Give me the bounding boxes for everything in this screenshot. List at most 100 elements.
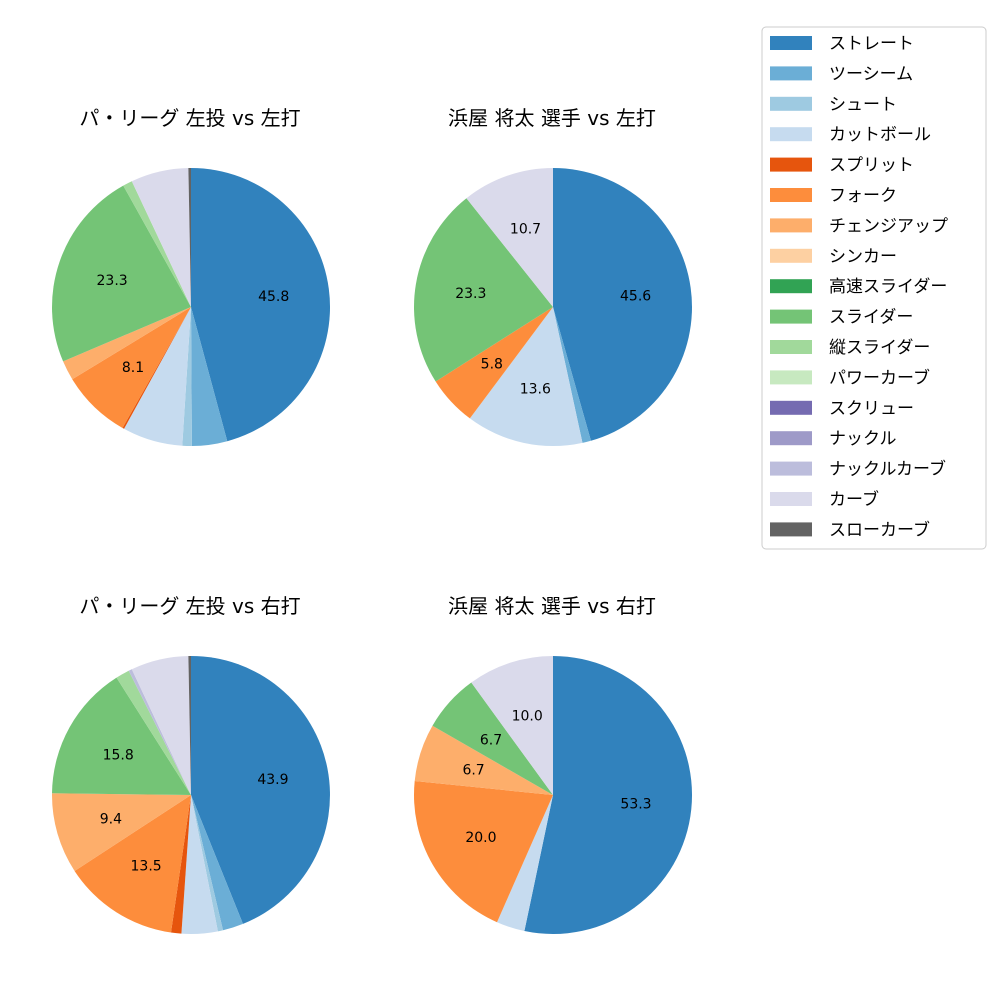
pie-slice xyxy=(471,656,553,795)
legend-swatch xyxy=(770,370,812,385)
legend-label: ナックルカーブ xyxy=(829,459,946,480)
slice-value-label: 13.6 xyxy=(520,382,551,398)
legend-swatch xyxy=(770,431,812,446)
legend-label: シュート xyxy=(829,95,897,115)
legend-label: スクリュー xyxy=(829,399,914,419)
pie-slice xyxy=(116,670,191,795)
legend-label: ツーシーム xyxy=(829,64,913,84)
legend-swatch xyxy=(770,279,812,294)
slice-value-label: 43.9 xyxy=(257,772,288,788)
pie-slice xyxy=(432,682,553,795)
legend-swatch xyxy=(770,218,812,233)
legend-entry: フォーク xyxy=(770,186,897,206)
legend-label: スライダー xyxy=(829,308,913,328)
pie-slice xyxy=(74,795,191,933)
legend-swatch xyxy=(770,400,812,415)
pie-slice xyxy=(435,307,553,419)
pie-slice xyxy=(131,168,191,307)
legend-swatch xyxy=(770,340,812,354)
legend-entry: シュート xyxy=(770,95,897,115)
slice-value-label: 45.8 xyxy=(258,289,289,305)
legend-label: スローカーブ xyxy=(829,519,930,540)
legend-items: ストレートツーシームシュートカットボールスプリットフォークチェンジアップシンカー… xyxy=(770,34,948,540)
slice-value-label: 45.6 xyxy=(620,289,651,305)
pie-chart-4: 浜屋 将太 選手 vs 右打 53.3 20.0 6.7 6.7 10.0 xyxy=(413,594,693,934)
chart-title: 浜屋 将太 選手 vs 左打 xyxy=(448,106,656,130)
legend-entry: 高速スライダー xyxy=(770,277,947,297)
pie-slice xyxy=(182,307,192,447)
legend-label: カットボール xyxy=(829,125,931,145)
legend-entry: カーブ xyxy=(770,489,879,510)
pie-slice xyxy=(51,793,191,871)
pie-slice xyxy=(124,307,191,446)
legend-swatch xyxy=(770,157,812,172)
legend-entry: スライダー xyxy=(770,308,913,328)
pie-slice xyxy=(414,725,553,795)
legend-swatch xyxy=(770,522,812,537)
slice-value-label: 6.7 xyxy=(480,732,502,748)
pie-chart-1: パ・リーグ 左投 vs 左打 45.8 8.1 23.3 xyxy=(52,106,331,447)
legend-entry: カットボール xyxy=(770,125,931,145)
legend-label: フォーク xyxy=(829,186,897,206)
legend-swatch xyxy=(770,36,812,50)
legend-swatch xyxy=(770,188,812,202)
pie-slice xyxy=(128,669,191,795)
legend-label: 縦スライダー xyxy=(829,338,930,358)
legend-swatch xyxy=(770,309,812,324)
chart-title: 浜屋 将太 選手 vs 右打 xyxy=(448,594,656,618)
legend-swatch xyxy=(770,248,812,263)
pie-slice xyxy=(52,185,192,362)
pie-slice xyxy=(553,168,692,441)
pie-slice xyxy=(524,656,693,934)
legend-entry: チェンジアップ xyxy=(770,216,948,236)
pie-slice xyxy=(72,307,191,428)
slice-value-label: 9.4 xyxy=(100,811,122,827)
legend: ストレートツーシームシュートカットボールスプリットフォークチェンジアップシンカー… xyxy=(761,26,987,550)
legend-label: ストレート xyxy=(829,34,914,54)
pie-slice xyxy=(123,181,191,307)
pie-charts: パ・リーグ 左投 vs 左打 45.8 8.1 23.3 浜屋 将太 選手 vs 左打 4… xyxy=(51,106,693,935)
pie-chart-2: 浜屋 将太 選手 vs 左打 45.6 13.6 5.8 23.3 10.7 xyxy=(414,106,692,447)
pie-slice xyxy=(466,168,553,307)
pie-slice xyxy=(191,168,331,442)
pie-slice xyxy=(63,307,192,380)
slice-value-label: 10.0 xyxy=(512,709,543,725)
pie-chart-3: パ・リーグ 左投 vs 右打 43.9 13.5 9.4 15.8 xyxy=(51,594,330,935)
legend-label: 高速スライダー xyxy=(829,277,947,297)
pie-slice xyxy=(414,198,553,382)
legend-entry: シンカー xyxy=(770,247,897,267)
slice-value-label: 13.5 xyxy=(131,858,162,874)
legend-label: スプリット xyxy=(829,156,914,176)
pie-slice xyxy=(170,795,191,934)
pie-slice xyxy=(191,307,228,446)
legend-entry: ナックル xyxy=(770,429,897,449)
legend-entry: スローカーブ xyxy=(770,519,930,540)
slice-value-label: 23.3 xyxy=(455,286,486,302)
pie-slice xyxy=(181,795,218,935)
legend-swatch xyxy=(770,66,812,81)
pie-slice xyxy=(191,795,224,932)
chart-title: パ・リーグ 左投 vs 右打 xyxy=(79,594,300,618)
pie-slice xyxy=(497,795,553,932)
legend-swatch xyxy=(770,492,812,506)
pie-slice xyxy=(188,655,191,795)
pie-slice xyxy=(413,781,553,923)
legend-entry: 縦スライダー xyxy=(770,338,930,358)
legend-entry: パワーカーブ xyxy=(770,367,930,388)
legend-label: カーブ xyxy=(829,489,879,510)
pie-slice xyxy=(131,656,191,795)
pie-slice xyxy=(122,307,191,429)
slice-value-label: 6.7 xyxy=(462,763,484,779)
slice-value-label: 15.8 xyxy=(103,747,134,763)
legend-entry: ストレート xyxy=(770,34,914,54)
legend-swatch xyxy=(770,461,812,476)
pie-slice xyxy=(469,307,583,447)
legend-frame xyxy=(761,26,987,550)
pie-slice xyxy=(553,307,591,443)
slice-value-label: 53.3 xyxy=(620,797,651,813)
legend-entry: スプリット xyxy=(770,156,914,176)
legend-entry: ツーシーム xyxy=(770,64,913,84)
legend-label: パワーカーブ xyxy=(829,367,930,388)
slice-value-label: 8.1 xyxy=(122,360,144,376)
